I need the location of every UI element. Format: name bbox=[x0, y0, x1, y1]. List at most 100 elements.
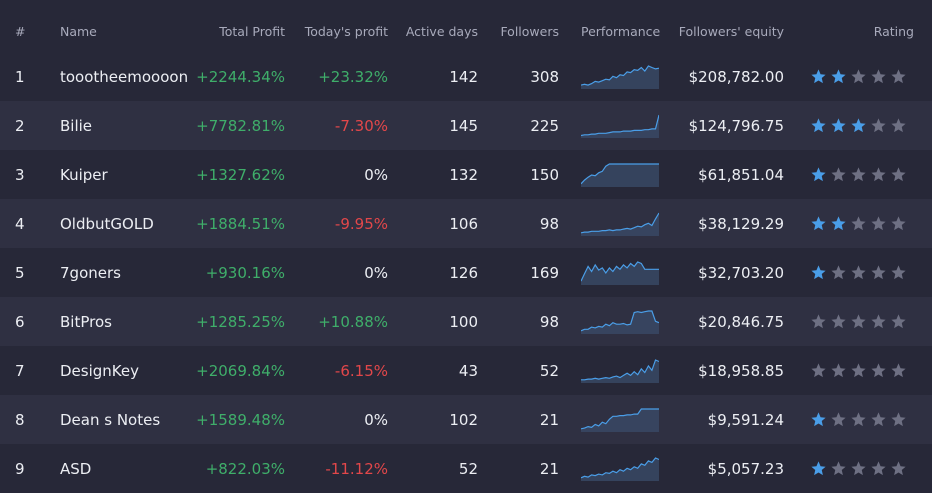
trader-name-link[interactable]: Bilie bbox=[60, 116, 93, 135]
star-icon bbox=[890, 68, 907, 85]
star-icon bbox=[810, 313, 827, 330]
followers-cell: 52 bbox=[539, 361, 559, 380]
rating-stars bbox=[810, 297, 907, 346]
trader-name-link[interactable]: DesignKey bbox=[60, 361, 139, 380]
followers-cell: 98 bbox=[539, 214, 559, 233]
total-profit-cell: +2244.34% bbox=[196, 67, 285, 86]
todays-profit-cell: -7.30% bbox=[334, 116, 388, 135]
header-rating[interactable]: Rating bbox=[873, 24, 914, 39]
trader-name-link[interactable]: BitPros bbox=[60, 312, 112, 331]
followers-equity-cell: $5,057.23 bbox=[707, 459, 784, 478]
followers-equity-cell: $18,958.85 bbox=[698, 361, 784, 380]
header-name[interactable]: Name bbox=[60, 24, 97, 39]
table-row[interactable]: 9 ASD +822.03% -11.12% 52 21 $5,057.23 bbox=[0, 444, 932, 493]
todays-profit-cell: -11.12% bbox=[325, 459, 388, 478]
total-profit-cell: +930.16% bbox=[205, 263, 285, 282]
followers-equity-cell: $61,851.04 bbox=[698, 165, 784, 184]
header-rank[interactable]: # bbox=[15, 24, 26, 39]
star-icon bbox=[830, 362, 847, 379]
followers-cell: 169 bbox=[530, 263, 559, 282]
star-icon bbox=[890, 166, 907, 183]
star-icon bbox=[830, 313, 847, 330]
star-icon bbox=[870, 166, 887, 183]
trader-name-link[interactable]: Kuiper bbox=[60, 165, 108, 184]
star-icon bbox=[810, 215, 827, 232]
rank-cell: 9 bbox=[15, 459, 25, 478]
followers-cell: 150 bbox=[530, 165, 559, 184]
active-days-cell: 145 bbox=[449, 116, 478, 135]
star-icon bbox=[870, 117, 887, 134]
star-icon bbox=[870, 411, 887, 428]
trader-name-link[interactable]: OldbutGOLD bbox=[60, 214, 154, 233]
trader-name-link[interactable]: toootheemoooon bbox=[60, 67, 189, 86]
table-row[interactable]: 6 BitPros +1285.25% +10.88% 100 98 $20,846.75 bbox=[0, 297, 932, 346]
star-icon bbox=[850, 264, 867, 281]
header-todays-profit[interactable]: Today's profit bbox=[304, 24, 388, 39]
trader-name-link[interactable]: 7goners bbox=[60, 263, 121, 282]
active-days-cell: 132 bbox=[449, 165, 478, 184]
star-icon bbox=[890, 117, 907, 134]
star-icon bbox=[850, 411, 867, 428]
star-icon bbox=[810, 166, 827, 183]
star-icon bbox=[850, 68, 867, 85]
table-row[interactable]: 4 OldbutGOLD +1884.51% -9.95% 106 98 $38,129.2… bbox=[0, 199, 932, 248]
rating-stars bbox=[810, 199, 907, 248]
rating-stars bbox=[810, 101, 907, 150]
followers-equity-cell: $32,703.20 bbox=[698, 263, 784, 282]
star-icon bbox=[890, 460, 907, 477]
star-icon bbox=[850, 313, 867, 330]
active-days-cell: 106 bbox=[449, 214, 478, 233]
todays-profit-cell: 0% bbox=[364, 263, 388, 282]
total-profit-cell: +1327.62% bbox=[196, 165, 285, 184]
table-row[interactable]: 7 DesignKey +2069.84% -6.15% 43 52 $18,958.85 bbox=[0, 346, 932, 395]
star-icon bbox=[830, 166, 847, 183]
active-days-cell: 100 bbox=[449, 312, 478, 331]
total-profit-cell: +822.03% bbox=[205, 459, 285, 478]
followers-cell: 225 bbox=[530, 116, 559, 135]
star-icon bbox=[890, 215, 907, 232]
performance-sparkline bbox=[581, 444, 659, 493]
active-days-cell: 52 bbox=[458, 459, 478, 478]
header-performance[interactable]: Performance bbox=[581, 24, 661, 39]
rank-cell: 5 bbox=[15, 263, 25, 282]
trader-name-link[interactable]: ASD bbox=[60, 459, 92, 478]
star-icon bbox=[810, 460, 827, 477]
star-icon bbox=[810, 117, 827, 134]
rating-stars bbox=[810, 346, 907, 395]
star-icon bbox=[870, 362, 887, 379]
table-row[interactable]: 1 toootheemoooon +2244.34% +23.32% 142 308 $20… bbox=[0, 52, 932, 101]
total-profit-cell: +1589.48% bbox=[196, 410, 285, 429]
rank-cell: 6 bbox=[15, 312, 25, 331]
active-days-cell: 142 bbox=[449, 67, 478, 86]
header-active-days[interactable]: Active days bbox=[405, 24, 478, 39]
total-profit-cell: +2069.84% bbox=[196, 361, 285, 380]
performance-sparkline bbox=[581, 199, 659, 248]
star-icon bbox=[890, 264, 907, 281]
rating-stars bbox=[810, 248, 907, 297]
performance-sparkline bbox=[581, 101, 659, 150]
todays-profit-cell: 0% bbox=[364, 165, 388, 184]
star-icon bbox=[810, 362, 827, 379]
todays-profit-cell: +23.32% bbox=[318, 67, 388, 86]
active-days-cell: 126 bbox=[449, 263, 478, 282]
header-followers[interactable]: Followers bbox=[500, 24, 559, 39]
star-icon bbox=[810, 264, 827, 281]
star-icon bbox=[830, 411, 847, 428]
table-row[interactable]: 8 Dean s Notes +1589.48% 0% 102 21 $9,591.24 bbox=[0, 395, 932, 444]
total-profit-cell: +1884.51% bbox=[196, 214, 285, 233]
rating-stars bbox=[810, 395, 907, 444]
star-icon bbox=[870, 313, 887, 330]
rank-cell: 1 bbox=[15, 67, 25, 86]
table-row[interactable]: 2 Bilie +7782.81% -7.30% 145 225 $124,796.75 bbox=[0, 101, 932, 150]
rank-cell: 7 bbox=[15, 361, 25, 380]
table-row[interactable]: 3 Kuiper +1327.62% 0% 132 150 $61,851.04 bbox=[0, 150, 932, 199]
star-icon bbox=[870, 68, 887, 85]
header-followers-equity[interactable]: Followers' equity bbox=[678, 24, 784, 39]
star-icon bbox=[890, 362, 907, 379]
table-row[interactable]: 5 7goners +930.16% 0% 126 169 $32,703.20 bbox=[0, 248, 932, 297]
star-icon bbox=[850, 117, 867, 134]
trader-name-link[interactable]: Dean s Notes bbox=[60, 410, 161, 429]
followers-equity-cell: $9,591.24 bbox=[707, 410, 784, 429]
header-total-profit[interactable]: Total Profit bbox=[219, 24, 285, 39]
rating-stars bbox=[810, 444, 907, 493]
